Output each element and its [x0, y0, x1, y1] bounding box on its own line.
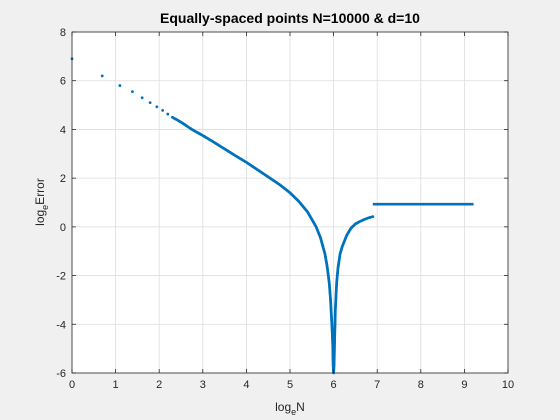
- data-point: [161, 109, 164, 112]
- x-tick-label: 8: [418, 379, 424, 391]
- x-tick-label: 2: [156, 379, 162, 391]
- x-tick-label: 0: [69, 379, 75, 391]
- data-point: [155, 105, 158, 108]
- chart-title: Equally-spaced points N=10000 & d=10: [160, 10, 420, 26]
- y-tick-label: -6: [56, 368, 66, 380]
- data-point: [101, 74, 104, 77]
- x-tick-label: 6: [331, 379, 337, 391]
- y-tick-label: 6: [60, 76, 66, 88]
- x-tick-label: 4: [243, 379, 249, 391]
- y-tick-label: 4: [60, 124, 66, 136]
- data-point: [166, 113, 169, 116]
- x-tick-label: 10: [502, 379, 514, 391]
- x-tick-label: 5: [287, 379, 293, 391]
- x-tick-label: 1: [113, 379, 119, 391]
- y-tick-label: 2: [60, 173, 66, 185]
- data-point: [119, 84, 122, 87]
- data-point: [371, 215, 374, 218]
- data-point: [141, 96, 144, 99]
- x-tick-label: 3: [200, 379, 206, 391]
- x-tick-label: 7: [374, 379, 380, 391]
- y-tick-label: 8: [60, 27, 66, 39]
- x-tick-label: 9: [461, 379, 467, 391]
- data-point: [131, 90, 134, 93]
- data-point: [149, 101, 152, 104]
- y-tick-label: -4: [56, 319, 66, 331]
- y-tick-label: 0: [60, 222, 66, 234]
- y-tick-label: -2: [56, 271, 66, 283]
